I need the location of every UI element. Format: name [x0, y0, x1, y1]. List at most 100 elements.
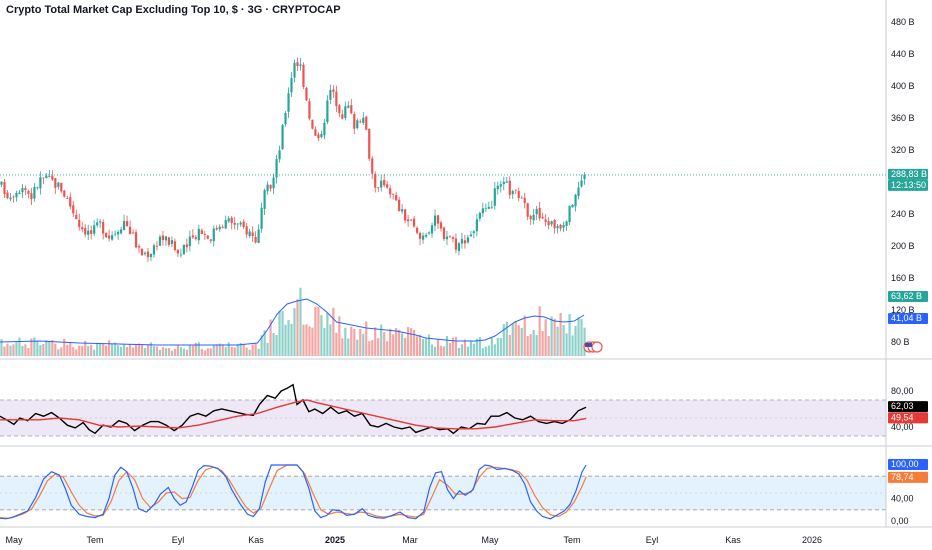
volume-bar [281, 311, 284, 356]
volume-bar [317, 306, 320, 356]
candle-body [134, 232, 138, 248]
volume-bar [341, 338, 344, 356]
candle-body [383, 180, 386, 186]
candle-body [203, 234, 206, 235]
volume-bar [556, 326, 559, 356]
candle-body [233, 222, 236, 225]
volume-bar [424, 338, 428, 356]
volume-bar [457, 348, 461, 356]
volume-bar [362, 333, 365, 356]
candle-body [191, 235, 194, 238]
time-tick-label: Eyl [172, 535, 185, 545]
candle-body [27, 190, 30, 194]
volume-bar [496, 337, 499, 356]
volume-bar [287, 320, 290, 356]
volume-bar [332, 307, 335, 356]
candle-body [481, 208, 484, 214]
candle-body [63, 190, 66, 197]
candle-body [380, 180, 383, 188]
volume-bar [164, 348, 168, 356]
volume-bar [410, 328, 413, 356]
volume-bar [248, 349, 251, 356]
countdown-tag-bg [888, 179, 928, 191]
volume-bar [128, 343, 132, 356]
price-tick-label: 320 B [891, 145, 915, 155]
candle-body [122, 221, 126, 231]
candle-body [78, 219, 81, 228]
volume-bar [119, 346, 123, 356]
candle-body [302, 64, 305, 87]
volume-bar [463, 339, 467, 356]
candle-body [200, 230, 203, 235]
rsi-band [0, 400, 886, 436]
candle-body [472, 231, 475, 233]
volume-bar [284, 324, 287, 356]
volume-bar [511, 323, 514, 356]
volume-bar [418, 334, 422, 356]
candle-body [424, 234, 428, 237]
volume-bar [111, 343, 114, 356]
volume-bar [125, 346, 129, 356]
volume-bar [12, 344, 15, 356]
volume-bar [571, 335, 574, 356]
volume-bar [245, 347, 248, 356]
candle-body [386, 184, 389, 188]
volume-bar [143, 348, 147, 356]
candle-body [499, 184, 502, 187]
candle-body [263, 190, 266, 209]
volume-bar [69, 342, 72, 356]
volume-ma-tag-bg [888, 313, 928, 324]
candle-body [496, 185, 499, 189]
price-tick-label: 240 B [891, 209, 915, 219]
rsi-tick-label: 80,00 [891, 386, 914, 396]
volume-bar [553, 318, 556, 356]
stoch-tick-label: 40,00 [891, 494, 914, 504]
chart-title: Crypto Total Market Cap Excluding Top 10… [6, 4, 341, 16]
candle-body [18, 192, 21, 195]
candle-body [356, 120, 359, 129]
candle-body [556, 226, 559, 229]
volume-bar [562, 324, 565, 356]
volume-bar [526, 335, 529, 356]
volume-bar [359, 329, 362, 356]
volume-bar [347, 338, 350, 356]
volume-bar [221, 344, 224, 356]
volume-bar [404, 337, 407, 356]
candle-body [185, 244, 188, 248]
candle-body [251, 232, 254, 236]
volume-bar [577, 317, 580, 356]
volume-bar [218, 343, 221, 356]
time-tick-label: 2026 [802, 535, 822, 545]
volume-bar [583, 327, 586, 356]
countdown-tag: 12:13:50 [891, 180, 926, 190]
candle-body [401, 209, 404, 212]
volume-bar [72, 347, 75, 356]
volume-bar [490, 337, 493, 356]
volume-ma-line [0, 298, 585, 346]
volume-bar [33, 337, 36, 356]
stoch-k-line [0, 464, 587, 520]
volume-bar [81, 345, 84, 356]
volume-bar [170, 350, 174, 356]
volume-bar [389, 328, 392, 356]
candle-body [96, 222, 99, 226]
candle-body [362, 117, 365, 124]
volume-bar [9, 345, 12, 356]
volume-bar [90, 344, 93, 356]
last-price-tag-bg [888, 168, 928, 180]
volume-bar [338, 316, 341, 356]
candle-body [550, 221, 553, 225]
candle-body [45, 175, 48, 179]
volume-bar [227, 342, 230, 356]
candle-body [206, 235, 209, 239]
candle-body [430, 225, 434, 234]
last-price-tag: 288,83 B [891, 169, 927, 179]
volume-bar [508, 334, 511, 356]
volume-bar [239, 343, 242, 356]
volume-bar [565, 333, 568, 356]
volume-bar [188, 344, 191, 356]
candle-body [239, 222, 242, 225]
candle-body [84, 228, 87, 235]
candle-body [125, 221, 129, 227]
grid [0, 0, 932, 528]
